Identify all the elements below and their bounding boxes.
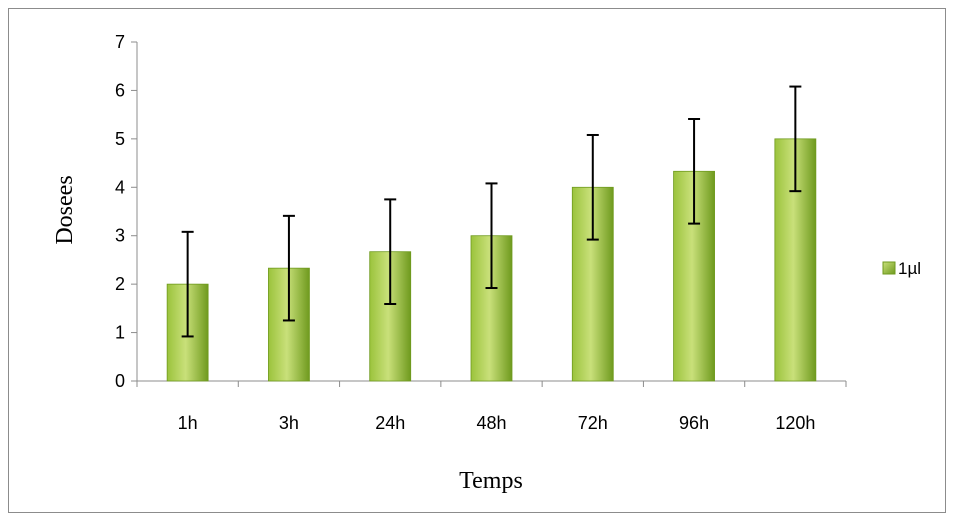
y-tick-label: 7 [115,32,125,52]
x-tick-label: 3h [279,413,299,433]
x-tick-label: 96h [679,413,709,433]
x-axis-title: Temps [459,468,523,494]
y-tick-label: 6 [115,80,125,100]
y-axis-title: Dosees [52,175,78,244]
x-tick-label: 24h [375,413,405,433]
x-tick-label: 72h [578,413,608,433]
y-tick-label: 1 [115,323,125,343]
y-tick-label: 0 [115,371,125,391]
y-tick-label: 3 [115,226,125,246]
x-tick-label: 48h [476,413,506,433]
legend-swatch [882,261,896,275]
legend-label: 1µl [898,259,921,278]
y-tick-label: 4 [115,177,125,197]
bars [166,85,817,382]
x-tick-label: 1h [178,413,198,433]
tick-labels: 0 1 2 3 4 5 6 7 1h 3h 24h 48h 72h 96h 120h [115,32,815,433]
x-tick-label: 120h [775,413,815,433]
y-tick-label: 2 [115,274,125,294]
y-tick-label: 5 [115,129,125,149]
legend: 1µl [882,259,921,278]
